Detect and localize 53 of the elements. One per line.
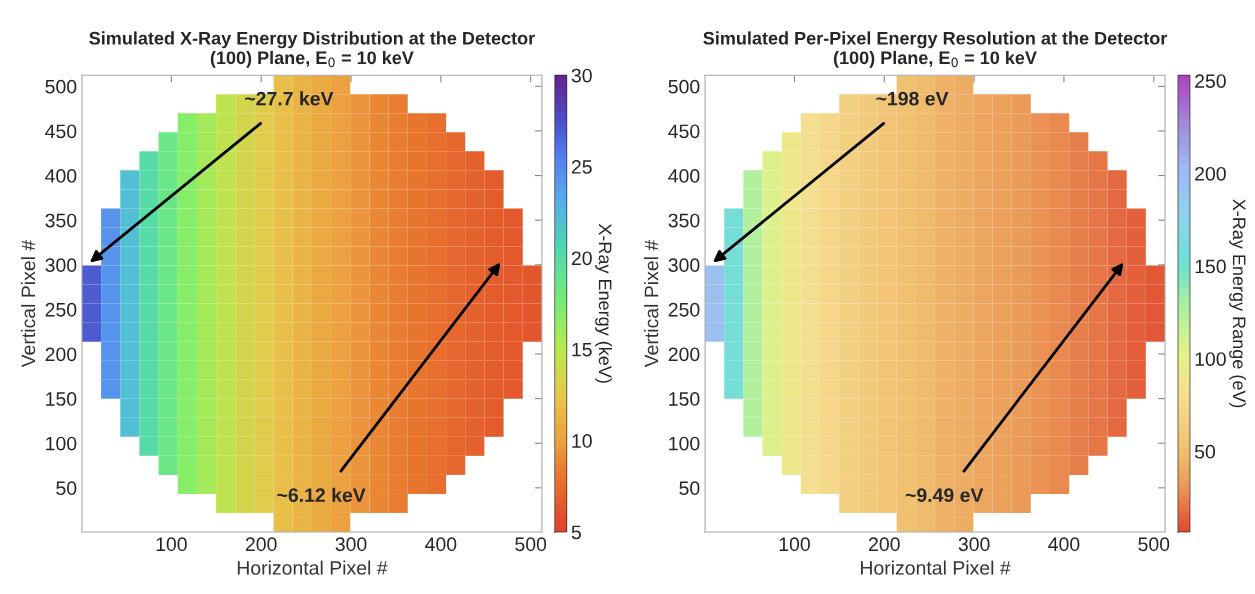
annotation: ~9.49 eV bbox=[905, 488, 984, 503]
x-tick-label: 500 bbox=[515, 537, 547, 552]
chart-title: Simulated Per-Pixel Energy Resolution at the Detector (100) Plane, E$_{0}$ = 10 keV bbox=[703, 31, 1168, 68]
color-bar-label: 15 bbox=[572, 342, 592, 357]
x-tick-label: 100 bbox=[779, 537, 810, 552]
x-tick-label: 400 bbox=[425, 537, 457, 552]
y-tick-label: 450 bbox=[668, 124, 700, 139]
color-bar-label: 150 bbox=[1195, 259, 1226, 274]
y-tick-label: 500 bbox=[668, 79, 700, 94]
color-bar-label: 50 bbox=[1194, 444, 1216, 459]
x-tick-label: 500 bbox=[1138, 537, 1170, 552]
y-tick-label: 200 bbox=[45, 347, 77, 362]
y-tick-label: 50 bbox=[56, 481, 77, 496]
y-tick-label: 100 bbox=[669, 436, 700, 451]
annotation: ~198 eV bbox=[876, 91, 949, 106]
y-tick-label: 250 bbox=[45, 302, 77, 317]
y-tick-label: 450 bbox=[45, 124, 77, 139]
x-axis-title: Horizontal Pixel # bbox=[860, 560, 1011, 575]
color-bar-label: 250 bbox=[1195, 74, 1226, 88]
y-tick-label: 250 bbox=[668, 302, 700, 317]
color-bar-label: 25 bbox=[571, 160, 592, 174]
color-bar-label: 200 bbox=[1195, 166, 1226, 181]
x-tick-label: 300 bbox=[958, 537, 990, 552]
x-axis-title: Horizontal Pixel # bbox=[237, 560, 388, 575]
annotation: ~27.7 keV bbox=[245, 91, 334, 106]
y-tick-label: 300 bbox=[668, 258, 700, 273]
y-tick-label: 400 bbox=[668, 169, 700, 183]
annotation: ~6.12 keV bbox=[277, 487, 366, 503]
y-tick-label: 50 bbox=[679, 481, 700, 496]
y-axis-title: Vertical Pixel # bbox=[20, 239, 36, 368]
y-tick-label: 350 bbox=[45, 213, 77, 228]
x-tick-label: 200 bbox=[869, 537, 900, 552]
color-bar-label: 5 bbox=[571, 525, 581, 540]
x-tick-label: 300 bbox=[335, 537, 367, 552]
color-bar-title: X-Ray Energy (keV) bbox=[595, 223, 612, 383]
x-tick-label: 200 bbox=[245, 537, 277, 552]
y-tick-label: 100 bbox=[46, 436, 77, 451]
x-tick-label: 400 bbox=[1048, 537, 1080, 552]
y-tick-label: 500 bbox=[45, 79, 77, 94]
chart-title: Simulated X-Ray Energy Distribution at the Detector (100) Plane, E$_{0}$ = 10 keV bbox=[89, 31, 535, 68]
color-bar-label: 10 bbox=[572, 434, 592, 448]
y-tick-label: 400 bbox=[45, 169, 77, 183]
y-tick-label: 200 bbox=[668, 347, 700, 362]
color-bar-label: 100 bbox=[1195, 352, 1226, 366]
x-tick-label: 100 bbox=[156, 537, 187, 552]
color-bar-label: 20 bbox=[571, 251, 592, 266]
y-tick-label: 150 bbox=[46, 392, 77, 406]
y-axis-title: Vertical Pixel # bbox=[644, 239, 659, 368]
y-tick-label: 300 bbox=[45, 258, 77, 273]
color-bar-label: 30 bbox=[571, 68, 592, 83]
color-bar-title: X-Ray Energy Range (eV) bbox=[1229, 199, 1247, 408]
y-tick-label: 350 bbox=[668, 213, 700, 228]
y-tick-label: 150 bbox=[669, 392, 700, 406]
